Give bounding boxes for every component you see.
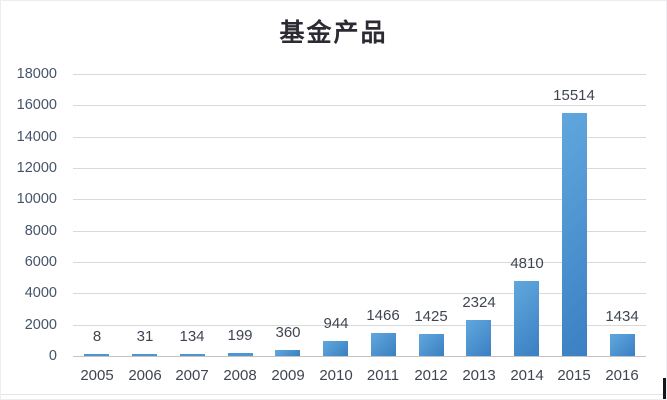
data-label: 360 [275, 324, 301, 341]
bar-2010 [323, 341, 348, 356]
bar-2013 [466, 319, 491, 356]
gridline [73, 293, 646, 294]
bar-2008 [228, 352, 253, 356]
y-axis-tick-label: 10000 [16, 191, 57, 207]
x-axis-tick-label: 2013 [462, 367, 496, 384]
data-label: 134 [179, 328, 205, 345]
y-axis-tick-label: 2000 [24, 317, 57, 333]
bar-2016 [610, 333, 635, 356]
gridline [73, 199, 646, 200]
bar-2015 [562, 112, 587, 356]
gridline [73, 74, 646, 75]
x-axis-tick-label: 2007 [175, 367, 209, 384]
gridline [73, 105, 646, 106]
data-label: 199 [227, 327, 253, 344]
bar-2012 [419, 333, 444, 356]
x-axis-tick-label: 2012 [414, 367, 448, 384]
y-axis-tick-label: 0 [48, 348, 57, 364]
bar-2007 [180, 353, 205, 356]
x-axis-tick-label: 2014 [510, 367, 544, 384]
bar-2014 [514, 280, 539, 356]
x-axis-tick-label: 2011 [366, 367, 400, 384]
data-label: 1425 [414, 308, 448, 325]
y-axis-tick-label: 16000 [16, 97, 57, 113]
bar-2005 [84, 353, 109, 356]
y-axis-tick-label: 12000 [16, 160, 57, 176]
data-label: 1434 [605, 308, 639, 325]
bar-2009 [275, 350, 300, 356]
data-label: 2324 [462, 294, 496, 311]
gridline [73, 137, 646, 138]
bar-2011 [371, 333, 396, 356]
data-label: 31 [136, 328, 154, 345]
x-axis-tick-label: 2008 [223, 367, 257, 384]
corner-artifact [663, 378, 666, 399]
x-axis-tick-label: 2005 [80, 367, 114, 384]
data-label: 4810 [510, 255, 544, 272]
y-axis-tick-label: 14000 [16, 129, 57, 145]
data-label: 15514 [553, 87, 595, 104]
gridline [73, 168, 646, 169]
chart-title: 基金产品 [279, 18, 388, 47]
x-axis-line [73, 356, 646, 357]
y-axis-tick-label: 8000 [24, 223, 57, 239]
data-label: 944 [323, 315, 349, 332]
y-axis-tick-label: 4000 [24, 285, 57, 301]
x-axis-tick-label: 2015 [557, 367, 591, 384]
gridline [73, 262, 646, 263]
data-label: 1466 [366, 307, 400, 324]
x-axis-tick-label: 2009 [271, 367, 305, 384]
bar-2006 [132, 353, 157, 356]
x-axis-tick-label: 2010 [319, 367, 353, 384]
y-axis-tick-label: 18000 [16, 66, 57, 82]
data-label: 8 [92, 328, 102, 345]
x-axis-tick-label: 2016 [605, 367, 639, 384]
y-axis-tick-label: 6000 [24, 254, 57, 270]
gridline [73, 325, 646, 326]
x-axis-tick-label: 2006 [128, 367, 162, 384]
bottom-divider-line [1, 394, 666, 395]
gridline [73, 231, 646, 232]
